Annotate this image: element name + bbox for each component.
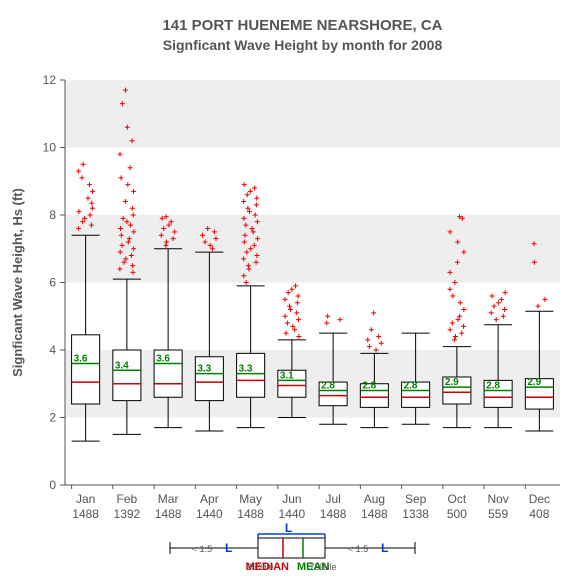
x-count: 1440 <box>279 507 306 521</box>
x-month: Mar <box>158 492 179 506</box>
mean-value: 3.1 <box>280 370 294 381</box>
x-month: Oct <box>448 492 467 506</box>
svg-text:L: L <box>285 521 292 535</box>
x-count: 500 <box>447 507 467 521</box>
x-month: Apr <box>200 492 219 506</box>
plot-background <box>65 80 560 485</box>
x-month: May <box>239 492 262 506</box>
mean-value: 3.4 <box>115 360 129 371</box>
mean-value: 2.9 <box>527 377 541 388</box>
x-count: 408 <box>529 507 549 521</box>
x-month: Jun <box>282 492 301 506</box>
x-month: Sep <box>405 492 427 506</box>
mean-value: 3.6 <box>74 354 88 365</box>
mean-value: 2.9 <box>445 377 459 388</box>
chart-title-line2: Signficant Wave Height by month for 2008 <box>163 37 443 53</box>
mean-value: 2.8 <box>321 381 335 392</box>
x-month: Dec <box>529 492 550 506</box>
x-count: 1488 <box>361 507 388 521</box>
x-count: 1488 <box>72 507 99 521</box>
svg-text:25%ile: 25%ile <box>246 562 273 572</box>
x-month: Nov <box>487 492 508 506</box>
mean-value: 3.3 <box>197 364 211 375</box>
mean-value: 3.6 <box>156 354 170 365</box>
svg-text:10: 10 <box>43 141 57 155</box>
x-count: 559 <box>488 507 508 521</box>
x-axis-labels: Jan1488Feb1392Mar1488Apr1440May1488Jun14… <box>72 485 550 521</box>
x-count: 1488 <box>237 507 264 521</box>
mean-value: 2.8 <box>362 381 376 392</box>
y-axis-label: Signficant Wave Height, Hs (ft) <box>10 188 25 377</box>
svg-text:< 1.5: < 1.5 <box>192 544 212 554</box>
boxplot-chart: 141 PORT HUENEME NEARSHORE, CA Signficant… <box>0 0 575 580</box>
x-month: Jan <box>76 492 95 506</box>
mean-value: 2.8 <box>404 381 418 392</box>
svg-text:12: 12 <box>43 73 57 87</box>
x-count: 1392 <box>114 507 141 521</box>
mean-value: 3.3 <box>239 364 253 375</box>
svg-text:6: 6 <box>49 276 56 290</box>
x-month: Feb <box>117 492 138 506</box>
mean-value: 2.8 <box>486 381 500 392</box>
legend: L< 1.5L< 1.5LMEDIANMEAN25%ile75%ile <box>170 521 415 573</box>
svg-text:L: L <box>225 541 232 555</box>
svg-text:L: L <box>381 541 388 555</box>
svg-text:4: 4 <box>49 343 56 357</box>
x-month: Aug <box>364 492 385 506</box>
chart-title-line1: 141 PORT HUENEME NEARSHORE, CA <box>162 17 442 34</box>
svg-text:75%ile: 75%ile <box>309 562 336 572</box>
x-count: 1338 <box>402 507 429 521</box>
svg-text:0: 0 <box>49 478 56 492</box>
x-count: 1488 <box>155 507 182 521</box>
svg-text:8: 8 <box>49 208 56 222</box>
svg-text:2: 2 <box>49 411 56 425</box>
svg-text:< 1.5: < 1.5 <box>348 544 368 554</box>
x-count: 1440 <box>196 507 223 521</box>
x-month: Jul <box>325 492 340 506</box>
x-count: 1488 <box>320 507 347 521</box>
